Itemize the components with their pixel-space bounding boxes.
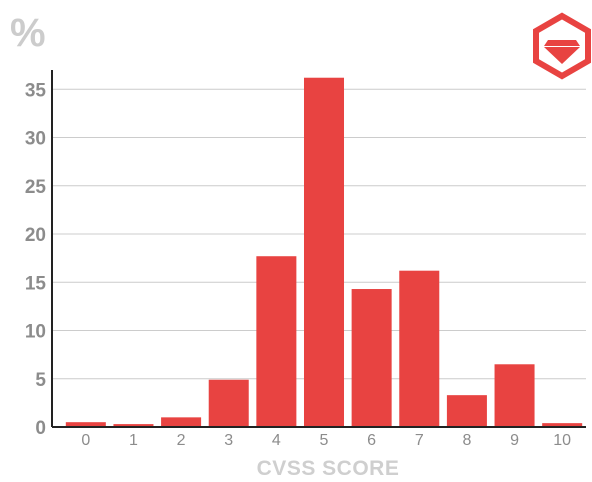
bar xyxy=(256,256,297,427)
y-tick-label: 30 xyxy=(25,129,46,150)
bar xyxy=(65,422,106,427)
x-tick-label: 0 xyxy=(81,432,90,449)
bar xyxy=(542,423,583,427)
x-tick-label: 1 xyxy=(129,432,138,449)
y-tick-label: 35 xyxy=(25,80,47,101)
x-tick-label: 3 xyxy=(224,432,233,449)
bar xyxy=(208,379,249,427)
x-tick-label: 7 xyxy=(415,432,424,449)
bar xyxy=(399,270,440,427)
bar xyxy=(161,417,202,427)
y-tick-label: 20 xyxy=(25,225,46,246)
x-tick-label: 5 xyxy=(320,432,329,449)
y-axis-label: % xyxy=(10,11,46,55)
bars xyxy=(65,77,583,427)
bar xyxy=(113,424,154,427)
y-tick-label: 25 xyxy=(25,177,47,198)
x-axis-label: CVSS SCORE xyxy=(257,457,400,480)
ruby-gem-hexagon-icon xyxy=(533,12,591,80)
x-tick-label: 8 xyxy=(462,432,471,449)
x-tick-label: 2 xyxy=(177,432,186,449)
x-tick-label: 10 xyxy=(553,432,571,449)
x-tick-label: 4 xyxy=(272,432,281,449)
x-tick-label: 9 xyxy=(510,432,519,449)
bar xyxy=(351,289,392,427)
y-tick-label: 15 xyxy=(25,273,47,294)
x-tick-labels: 0 1 2 3 4 5 6 7 8 9 10 xyxy=(81,432,571,449)
y-tick-label: 10 xyxy=(25,322,46,343)
bar xyxy=(494,364,535,427)
bar xyxy=(446,395,487,427)
y-tick-label: 0 xyxy=(35,418,46,439)
bar xyxy=(303,77,345,427)
x-tick-label: 6 xyxy=(367,432,376,449)
y-tick-label: 5 xyxy=(35,370,46,391)
y-tick-labels: 0 5 10 15 20 25 30 35 xyxy=(25,80,47,439)
